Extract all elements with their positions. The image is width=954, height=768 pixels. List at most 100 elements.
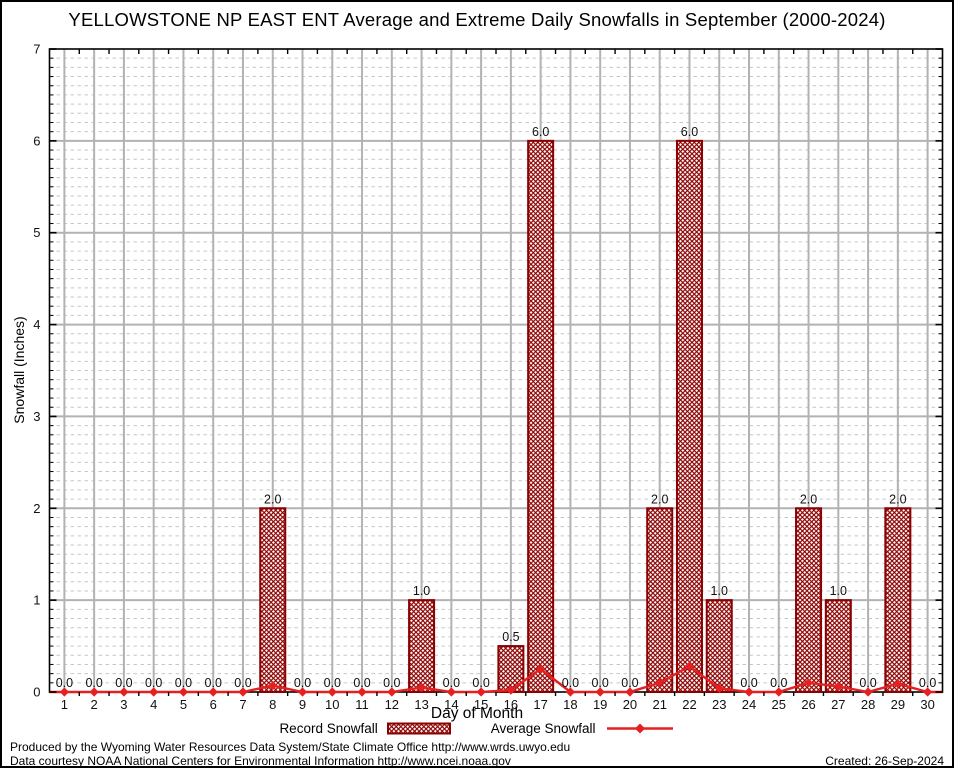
svg-text:3: 3 <box>33 409 40 424</box>
bar-value-labels: 0.0 0.0 0.0 0.0 0.0 0.0 0.0 2.0 0.0 0.0 0.0 0.0 1.0 0… <box>56 125 937 690</box>
svg-text:6: 6 <box>210 697 217 712</box>
legend-record-snowfall-label: Record Snowfall <box>279 721 378 736</box>
svg-text:0.0: 0.0 <box>145 676 162 690</box>
svg-text:29: 29 <box>891 697 905 712</box>
svg-text:0.0: 0.0 <box>353 676 370 690</box>
footer-row: Data courtesy NOAA National Centers for … <box>10 754 944 768</box>
average-snowfall-marker <box>446 687 456 697</box>
average-snowfall-marker <box>327 687 337 697</box>
svg-text:1.0: 1.0 <box>413 584 430 598</box>
average-snowfall-marker <box>893 679 903 689</box>
svg-text:8: 8 <box>269 697 276 712</box>
svg-text:0.0: 0.0 <box>472 676 489 690</box>
plot-canvas: 0.0 0.0 0.0 0.0 0.0 0.0 0.0 2.0 0.0 0.0 0.0 0.0 1.0 0… <box>33 42 944 712</box>
svg-text:9: 9 <box>299 697 306 712</box>
svg-text:17: 17 <box>533 697 547 712</box>
average-snowfall-marker <box>803 678 814 688</box>
svg-text:5: 5 <box>33 225 40 240</box>
average-snowfall-marker <box>387 687 397 697</box>
svg-text:30: 30 <box>920 697 934 712</box>
svg-text:0.0: 0.0 <box>740 676 757 690</box>
svg-text:0.0: 0.0 <box>859 676 876 690</box>
record-snowfall-bar <box>646 507 674 693</box>
svg-text:15: 15 <box>474 697 488 712</box>
record-snowfall-bar <box>884 507 912 693</box>
record-snowfall-bar <box>259 507 287 693</box>
record-snowfall-bar <box>527 139 555 694</box>
svg-text:2.0: 2.0 <box>264 492 281 506</box>
svg-text:0.0: 0.0 <box>175 676 192 690</box>
svg-text:24: 24 <box>742 697 756 712</box>
svg-text:4: 4 <box>33 317 40 332</box>
average-snowfall-marker <box>923 687 933 697</box>
svg-text:0.0: 0.0 <box>294 676 311 690</box>
svg-text:0.0: 0.0 <box>919 676 936 690</box>
svg-text:0.0: 0.0 <box>443 676 460 690</box>
svg-text:23: 23 <box>712 697 726 712</box>
svg-text:6: 6 <box>33 133 40 148</box>
svg-text:2: 2 <box>33 501 40 516</box>
record-snowfall-bar <box>675 139 703 694</box>
average-snowfall-marker <box>238 687 248 697</box>
data-source-credit: Data courtesy NOAA National Centers for … <box>10 754 511 768</box>
svg-text:18: 18 <box>563 697 577 712</box>
chart-title: YELLOWSTONE NP EAST ENT Average and Extr… <box>68 9 886 30</box>
svg-text:11: 11 <box>355 697 369 712</box>
average-snowfall-marker <box>506 685 516 695</box>
svg-text:1.0: 1.0 <box>830 584 847 598</box>
svg-text:2.0: 2.0 <box>889 492 906 506</box>
record-snowfall-bar <box>824 599 852 694</box>
average-snowfall-marker <box>595 687 605 697</box>
chart-legend: Record Snowfall Average Snowfall <box>2 721 952 736</box>
average-snowfall-marker <box>297 687 308 697</box>
svg-text:19: 19 <box>593 697 607 712</box>
svg-text:1.0: 1.0 <box>711 584 728 598</box>
average-snowfall-marker <box>714 683 724 693</box>
svg-text:1: 1 <box>33 593 40 608</box>
x-axis-title: Day of Month <box>430 705 524 722</box>
record-snowfall-bar <box>705 599 733 694</box>
svg-text:28: 28 <box>861 697 875 712</box>
record-snowfall-bar <box>497 645 525 693</box>
average-snowfall-marker <box>625 687 635 697</box>
producer-credit: Produced by the Wyoming Water Resources … <box>10 740 571 754</box>
average-snowfall-marker <box>208 687 218 697</box>
average-snowfall-marker <box>89 687 99 697</box>
average-snowfall-marker <box>565 687 576 697</box>
record-snowfall-bar <box>795 507 823 693</box>
svg-text:0.0: 0.0 <box>621 676 638 690</box>
svg-text:0.0: 0.0 <box>324 676 341 690</box>
svg-text:6.0: 6.0 <box>532 125 549 139</box>
svg-text:0.5: 0.5 <box>502 630 519 644</box>
average-snowfall-marker <box>416 682 427 693</box>
svg-text:6.0: 6.0 <box>681 125 698 139</box>
created-date: Created: 26-Sep-2024 <box>825 754 944 768</box>
average-snowfall-marker <box>268 680 278 691</box>
average-snowfall-marker <box>833 681 843 692</box>
svg-text:3: 3 <box>120 697 127 712</box>
svg-text:2: 2 <box>91 697 98 712</box>
record-snowfall-swatch-icon <box>386 722 451 735</box>
svg-text:0.0: 0.0 <box>770 676 787 690</box>
legend-average-snowfall-label: Average Snowfall <box>490 721 596 736</box>
svg-text:0.0: 0.0 <box>56 676 73 690</box>
average-snowfall-marker <box>149 687 159 697</box>
record-snowfall-bars <box>259 139 912 694</box>
svg-text:0.0: 0.0 <box>562 676 579 690</box>
average-snowfall-marker <box>863 687 873 697</box>
average-snowfall-marker <box>59 687 69 697</box>
svg-text:0.0: 0.0 <box>85 676 102 690</box>
svg-text:0: 0 <box>33 685 40 700</box>
gridlines <box>49 49 943 692</box>
svg-text:13: 13 <box>414 697 428 712</box>
svg-text:0.0: 0.0 <box>205 676 222 690</box>
svg-text:25: 25 <box>772 697 786 712</box>
svg-text:0.0: 0.0 <box>115 676 132 690</box>
average-snowfall-marker <box>357 687 367 697</box>
svg-text:7: 7 <box>239 697 246 712</box>
average-snowfall-marker <box>476 687 486 697</box>
svg-text:0.0: 0.0 <box>591 676 608 690</box>
average-snowfall-marker <box>536 664 546 674</box>
y-tick-labels: 0 1 2 3 4 5 6 7 <box>33 42 40 700</box>
